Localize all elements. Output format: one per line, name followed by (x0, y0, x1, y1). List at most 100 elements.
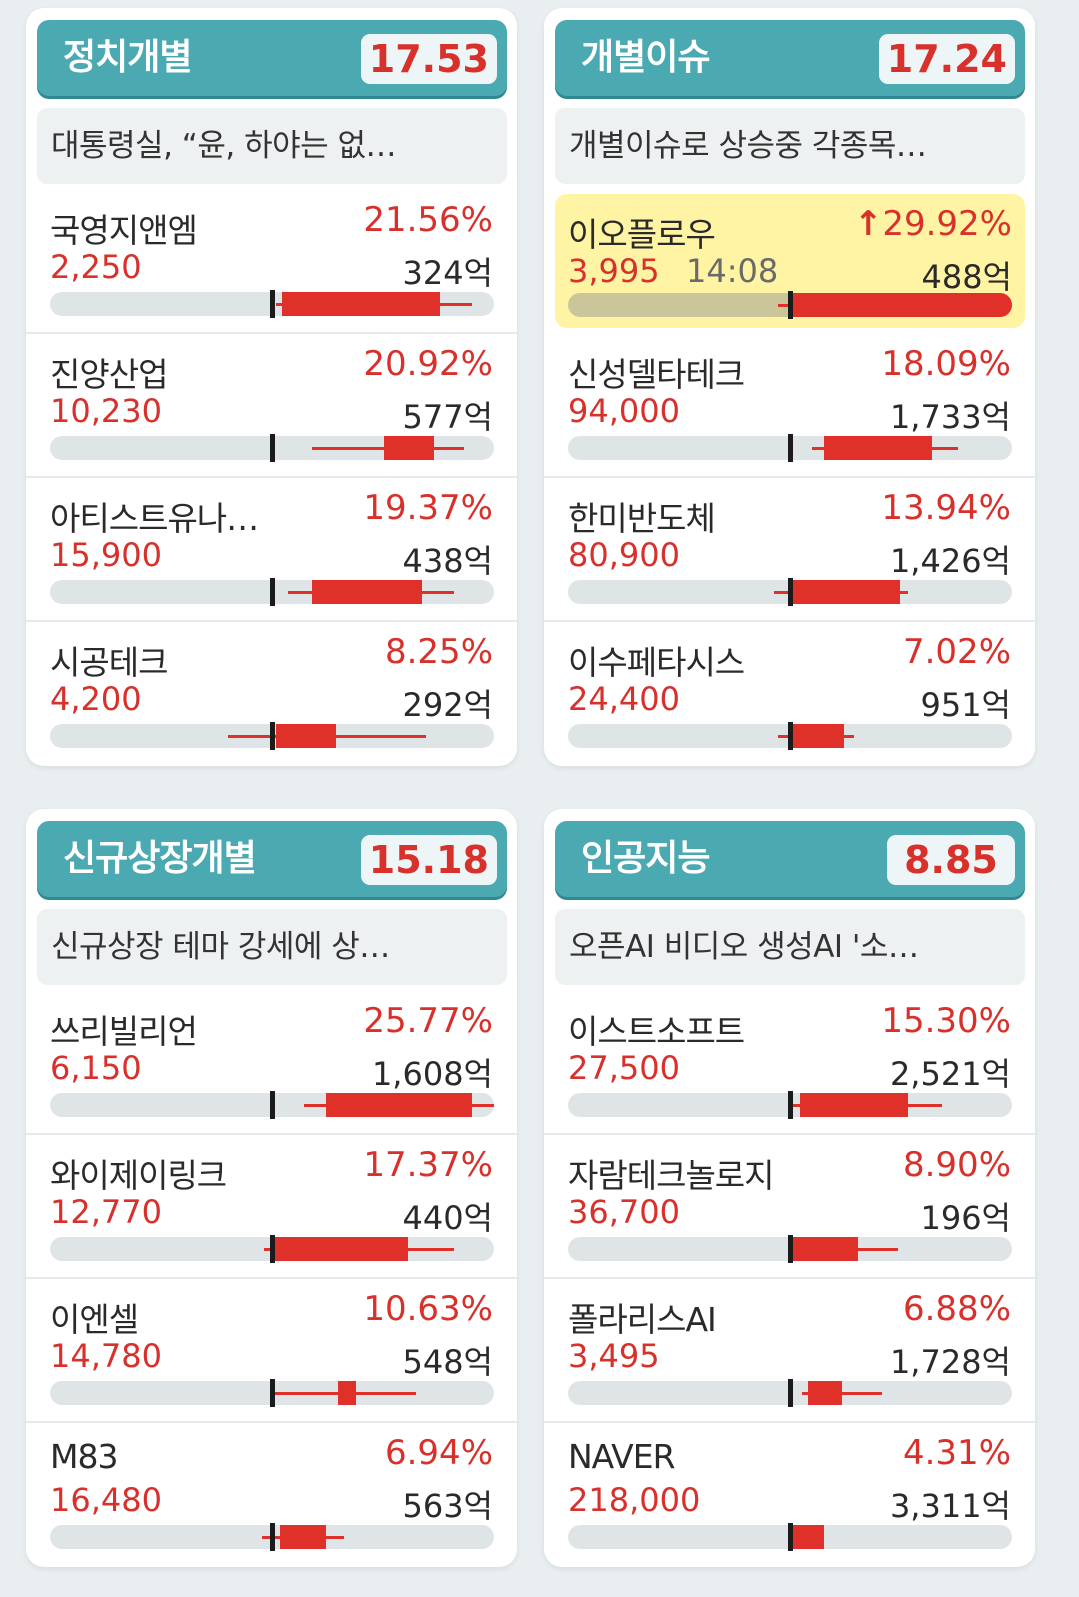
stock-price: 24,400 (568, 680, 680, 718)
stock-name: 한미반도체 (568, 499, 716, 538)
candle-bar (50, 1523, 494, 1551)
stock-change: 21.56% (363, 200, 493, 240)
theme-score: 17.24 (878, 34, 1015, 84)
stock-row[interactable]: 아티스트유나… 19.37% 15,900 438억 (26, 478, 517, 622)
stock-change: 25.77% (363, 1001, 493, 1041)
candle-bar (568, 1091, 1012, 1119)
stock-row[interactable]: 진양산업 20.92% 10,230 577억 (26, 334, 517, 478)
stock-time: 14:08 (686, 252, 779, 290)
stock-name: 이수페타시스 (568, 643, 745, 682)
candle-bar (50, 1235, 494, 1263)
theme-name: 인공지능 (581, 838, 710, 879)
stock-amount: 3,311억 (889, 1487, 1011, 1525)
stock-amount: 438억 (402, 542, 493, 580)
stock-name: 시공테크 (50, 643, 168, 682)
candle-bar (50, 290, 494, 318)
stock-row[interactable]: 시공테크 8.25% 4,200 292억 (26, 622, 517, 766)
candle-bar (50, 578, 494, 606)
stock-name: M83 (50, 1437, 118, 1476)
stock-change: 7.02% (902, 632, 1011, 672)
stock-amount: 324억 (402, 254, 493, 292)
stock-name: 이엔셀 (50, 1300, 139, 1339)
theme-header[interactable]: 정치개별 17.53 (37, 20, 507, 96)
stock-row[interactable]: 쓰리빌리언 25.77% 6,150 1,608억 (26, 991, 517, 1135)
candle-bar (50, 434, 494, 462)
stock-amount: 196억 (920, 1199, 1011, 1237)
stock-change: 13.94% (881, 488, 1011, 528)
stock-name: 신성델타테크 (568, 355, 745, 394)
stock-amount: 548억 (402, 1343, 493, 1381)
stock-name: 쓰리빌리언 (50, 1012, 198, 1051)
candle-bar (568, 1523, 1012, 1551)
candle-bar (50, 722, 494, 750)
stock-amount: 440억 (402, 1199, 493, 1237)
stock-row[interactable]: 이스트소프트 15.30% 27,500 2,521억 (544, 991, 1035, 1135)
stock-change: 17.37% (363, 1145, 493, 1185)
theme-name: 개별이슈 (581, 37, 710, 78)
candle-bar (568, 578, 1012, 606)
stock-row[interactable]: 이엔셀 10.63% 14,780 548억 (26, 1279, 517, 1423)
stock-row[interactable]: M83 6.94% 16,480 563억 (26, 1423, 517, 1567)
stock-name: 폴라리스AI (568, 1300, 717, 1339)
stock-price: 80,900 (568, 536, 680, 574)
theme-card-2[interactable]: 개별이슈 17.24 개별이슈로 상승중 각종목… 이오플로우 ↑29.92% … (544, 8, 1035, 766)
stock-amount: 488억 (921, 258, 1012, 296)
stock-amount: 1,733억 (889, 398, 1011, 436)
stock-row[interactable]: 한미반도체 13.94% 80,900 1,426억 (544, 478, 1035, 622)
stock-name: 국영지앤엠 (50, 211, 198, 250)
stock-price: 3,995 (568, 252, 660, 290)
stock-amount: 292억 (402, 686, 493, 724)
stock-price: 94,000 (568, 392, 680, 430)
stock-row[interactable]: 이수페타시스 7.02% 24,400 951억 (544, 622, 1035, 766)
stock-change: 15.30% (881, 1001, 1011, 1041)
theme-news[interactable]: 오픈AI 비디오 생성AI '소… (555, 909, 1025, 985)
theme-news[interactable]: 개별이슈로 상승중 각종목… (555, 108, 1025, 184)
candle-bar (568, 1379, 1012, 1407)
stock-name: NAVER (568, 1437, 676, 1476)
theme-header[interactable]: 개별이슈 17.24 (555, 20, 1025, 96)
stock-amount: 1,728억 (889, 1343, 1011, 1381)
stock-name: 이오플로우 (568, 215, 716, 254)
stock-name: 자람테크놀로지 (568, 1156, 775, 1195)
theme-news[interactable]: 대통령실, “윤, 하야는 없… (37, 108, 507, 184)
theme-card-1[interactable]: 정치개별 17.53 대통령실, “윤, 하야는 없… 국영지앤엠 21.56%… (26, 8, 517, 766)
stock-row[interactable]: 와이제이링크 17.37% 12,770 440억 (26, 1135, 517, 1279)
theme-news[interactable]: 신규상장 테마 강세에 상… (37, 909, 507, 985)
stock-price: 10,230 (50, 392, 162, 430)
stock-row[interactable]: 자람테크놀로지 8.90% 36,700 196억 (544, 1135, 1035, 1279)
stock-row[interactable]: NAVER 4.31% 218,000 3,311억 (544, 1423, 1035, 1567)
stock-change: 20.92% (363, 344, 493, 384)
theme-name: 신규상장개별 (63, 838, 257, 879)
stock-row[interactable]: 폴라리스AI 6.88% 3,495 1,728억 (544, 1279, 1035, 1423)
stock-change: 6.88% (902, 1289, 1011, 1329)
stock-price: 16,480 (50, 1481, 162, 1519)
stock-amount: 951억 (920, 686, 1011, 724)
theme-card-3[interactable]: 신규상장개별 15.18 신규상장 테마 강세에 상… 쓰리빌리언 25.77%… (26, 809, 517, 1567)
stock-amount: 577억 (402, 398, 493, 436)
theme-header[interactable]: 인공지능 8.85 (555, 821, 1025, 897)
stock-amount: 1,608억 (371, 1055, 493, 1093)
stock-amount: 1,426억 (889, 542, 1011, 580)
stock-price: 14,780 (50, 1337, 162, 1375)
stock-row-highlighted[interactable]: 이오플로우 ↑29.92% 3,995 14:08 488억 (555, 194, 1025, 328)
stock-row[interactable]: 신성델타테크 18.09% 94,000 1,733억 (544, 334, 1035, 478)
stock-change: 8.25% (384, 632, 493, 672)
stock-change: 4.31% (902, 1433, 1011, 1473)
theme-score: 15.18 (360, 835, 497, 885)
theme-name: 정치개별 (63, 37, 192, 78)
stock-amount: 2,521억 (889, 1055, 1011, 1093)
theme-header[interactable]: 신규상장개별 15.18 (37, 821, 507, 897)
theme-card-4[interactable]: 인공지능 8.85 오픈AI 비디오 생성AI '소… 이스트소프트 15.30… (544, 809, 1035, 1567)
candle-bar (568, 434, 1012, 462)
arrow-up-icon: ↑ (853, 204, 883, 244)
stock-price: 12,770 (50, 1193, 162, 1231)
stock-name: 진양산업 (50, 355, 168, 394)
stock-price: 36,700 (568, 1193, 680, 1231)
stock-price: 27,500 (568, 1049, 680, 1087)
stock-name: 아티스트유나… (50, 499, 259, 538)
stock-change: ↑29.92% (853, 204, 1012, 244)
stock-row[interactable]: 국영지앤엠 21.56% 2,250 324억 (26, 190, 517, 334)
stock-price: 15,900 (50, 536, 162, 574)
stock-name: 이스트소프트 (568, 1012, 745, 1051)
stock-name: 와이제이링크 (50, 1156, 227, 1195)
